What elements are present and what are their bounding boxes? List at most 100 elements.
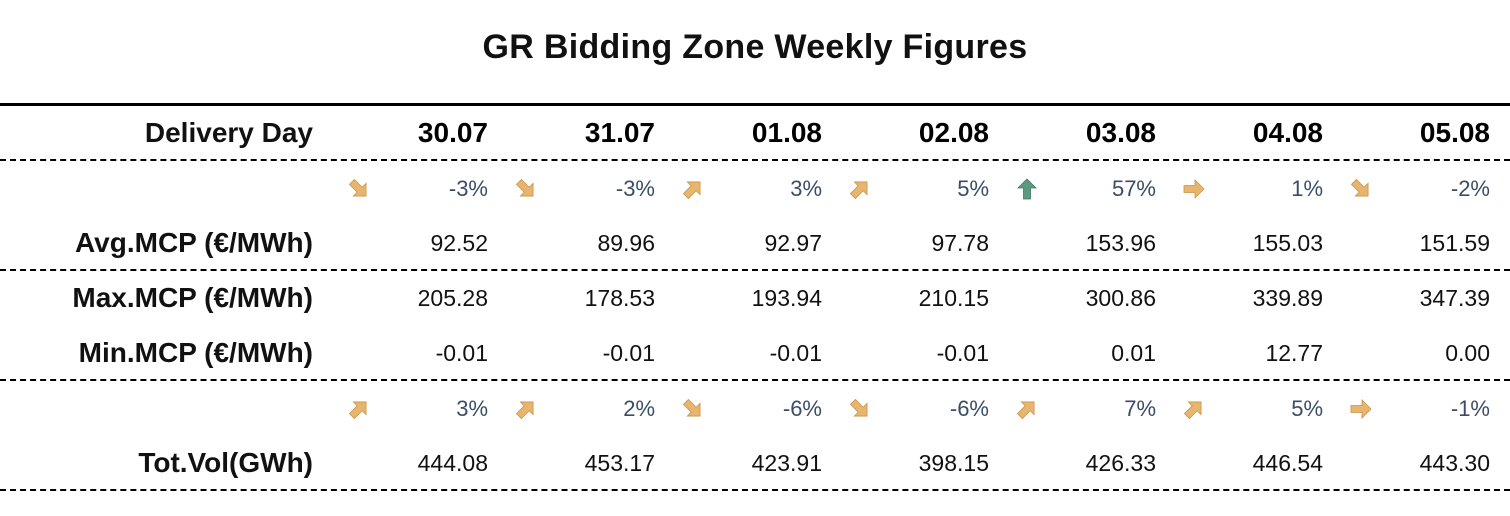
tot-vol-value: 444.08 (417, 450, 488, 476)
avg-mcp-cell: 97.78 (848, 216, 1015, 270)
page-title: GR Bidding Zone Weekly Figures (482, 28, 1028, 66)
max-mcp-cell: 339.89 (1182, 271, 1349, 325)
avg-change-row: -3% -3% 3% 5% 57% 1% -2% (0, 162, 1510, 216)
arrow-right-icon (1182, 177, 1206, 201)
avg-mcp-cell: 92.52 (347, 216, 514, 270)
min-mcp-value: 0.01 (1111, 340, 1156, 366)
arrow-up-right-icon (1015, 397, 1039, 421)
tot-vol-value: 398.15 (918, 450, 989, 476)
max-mcp-value: 178.53 (584, 285, 655, 311)
top-rule (0, 103, 1510, 106)
arrow-up-right-icon (1182, 397, 1206, 421)
arrow-down-right-icon (681, 397, 705, 421)
bottom-rule (0, 489, 1510, 491)
tot-vol-cell: 423.91 (681, 436, 848, 490)
max-mcp-value: 205.28 (417, 285, 488, 311)
vol-change-percent: 2% (623, 396, 655, 421)
max-mcp-value: 347.39 (1419, 285, 1490, 311)
tot-vol-value: 443.30 (1419, 450, 1490, 476)
avg-divider (0, 269, 1510, 271)
vol-change-percent: -6% (782, 396, 822, 421)
max-mcp-row: Max.MCP (€/MWh) 205.28 178.53 193.94 210.15… (0, 271, 1510, 325)
max-mcp-cell: 300.86 (1015, 271, 1182, 325)
day-header: 02.08 (918, 117, 989, 148)
avg-mcp-value: 89.96 (597, 230, 655, 256)
tot-vol-value: 446.54 (1252, 450, 1323, 476)
avg-mcp-cell: 155.03 (1182, 216, 1349, 270)
max-mcp-value: 193.94 (751, 285, 822, 311)
vol-change-cell: -6% (681, 382, 848, 436)
avg-change-percent: -3% (615, 176, 655, 201)
avg-mcp-cell: 151.59 (1349, 216, 1510, 270)
max-mcp-cell: 210.15 (848, 271, 1015, 325)
vol-change-cell: 2% (514, 382, 681, 436)
vol-change-cell: 5% (1182, 382, 1349, 436)
arrow-up-icon (1015, 177, 1039, 201)
min-mcp-cell: -0.01 (514, 326, 681, 380)
arrow-down-right-icon (514, 177, 538, 201)
avg-change-cell: -3% (347, 162, 514, 216)
tot-vol-label: Tot.Vol(GWh) (138, 447, 313, 478)
tot-vol-cell: 453.17 (514, 436, 681, 490)
vol-change-row: 3% 2% -6% -6% 7% 5% -1% (0, 382, 1510, 436)
vol-change-percent: 3% (456, 396, 488, 421)
avg-mcp-value: 151.59 (1419, 230, 1490, 256)
avg-mcp-value: 97.78 (931, 230, 989, 256)
vol-change-percent: 7% (1124, 396, 1156, 421)
delivery-day-label: Delivery Day (144, 117, 313, 148)
vol-change-cell: 3% (347, 382, 514, 436)
avg-mcp-cell: 92.97 (681, 216, 848, 270)
tot-vol-cell: 444.08 (347, 436, 514, 490)
avg-change-percent: -3% (448, 176, 488, 201)
avg-change-percent: 1% (1291, 176, 1323, 201)
tot-vol-cell: 398.15 (848, 436, 1015, 490)
avg-mcp-value: 92.52 (430, 230, 488, 256)
avg-change-cell: 3% (681, 162, 848, 216)
day-header-cell: 04.08 (1182, 106, 1349, 160)
arrow-up-right-icon (848, 177, 872, 201)
arrow-up-right-icon (514, 397, 538, 421)
min-mcp-value: 12.77 (1265, 340, 1323, 366)
min-mcp-value: -0.01 (769, 340, 822, 366)
max-mcp-value: 300.86 (1085, 285, 1156, 311)
tot-vol-cell: 446.54 (1182, 436, 1349, 490)
avg-change-cell: -2% (1349, 162, 1510, 216)
arrow-right-icon (1349, 397, 1373, 421)
avg-change-percent: 5% (957, 176, 989, 201)
tot-vol-row: Tot.Vol(GWh) 444.08 453.17 423.91 398.15 426… (0, 436, 1510, 490)
day-header-cell: 01.08 (681, 106, 848, 160)
min-divider (0, 379, 1510, 381)
avg-change-percent: -2% (1450, 176, 1490, 201)
avg-change-cell: 5% (848, 162, 1015, 216)
min-mcp-cell: 0.01 (1015, 326, 1182, 380)
max-mcp-cell: 178.53 (514, 271, 681, 325)
day-header: 04.08 (1252, 117, 1323, 148)
min-mcp-value: -0.01 (936, 340, 989, 366)
arrow-down-right-icon (347, 177, 371, 201)
day-header: 30.07 (417, 117, 488, 148)
tot-vol-cell: 426.33 (1015, 436, 1182, 490)
tot-vol-cell: 443.30 (1349, 436, 1510, 490)
tot-vol-value: 426.33 (1085, 450, 1156, 476)
avg-mcp-cell: 153.96 (1015, 216, 1182, 270)
avg-change-cell: 1% (1182, 162, 1349, 216)
day-header-cell: 30.07 (347, 106, 514, 160)
day-header: 31.07 (584, 117, 655, 148)
min-mcp-row: Min.MCP (€/MWh) -0.01 -0.01 -0.01 -0.01 0.01… (0, 326, 1510, 380)
header-divider (0, 159, 1510, 161)
min-mcp-cell: 12.77 (1182, 326, 1349, 380)
tot-vol-value: 423.91 (751, 450, 822, 476)
min-mcp-value: -0.01 (602, 340, 655, 366)
min-mcp-cell: 0.00 (1349, 326, 1510, 380)
day-header-cell: 31.07 (514, 106, 681, 160)
max-mcp-label: Max.MCP (€/MWh) (72, 282, 313, 313)
day-header-cell: 05.08 (1349, 106, 1510, 160)
day-header-cell: 03.08 (1015, 106, 1182, 160)
arrow-down-right-icon (1349, 177, 1373, 201)
min-mcp-cell: -0.01 (681, 326, 848, 380)
max-mcp-cell: 205.28 (347, 271, 514, 325)
tot-vol-value: 453.17 (584, 450, 655, 476)
day-header-cell: 02.08 (848, 106, 1015, 160)
day-header: 01.08 (751, 117, 822, 148)
avg-mcp-value: 92.97 (764, 230, 822, 256)
